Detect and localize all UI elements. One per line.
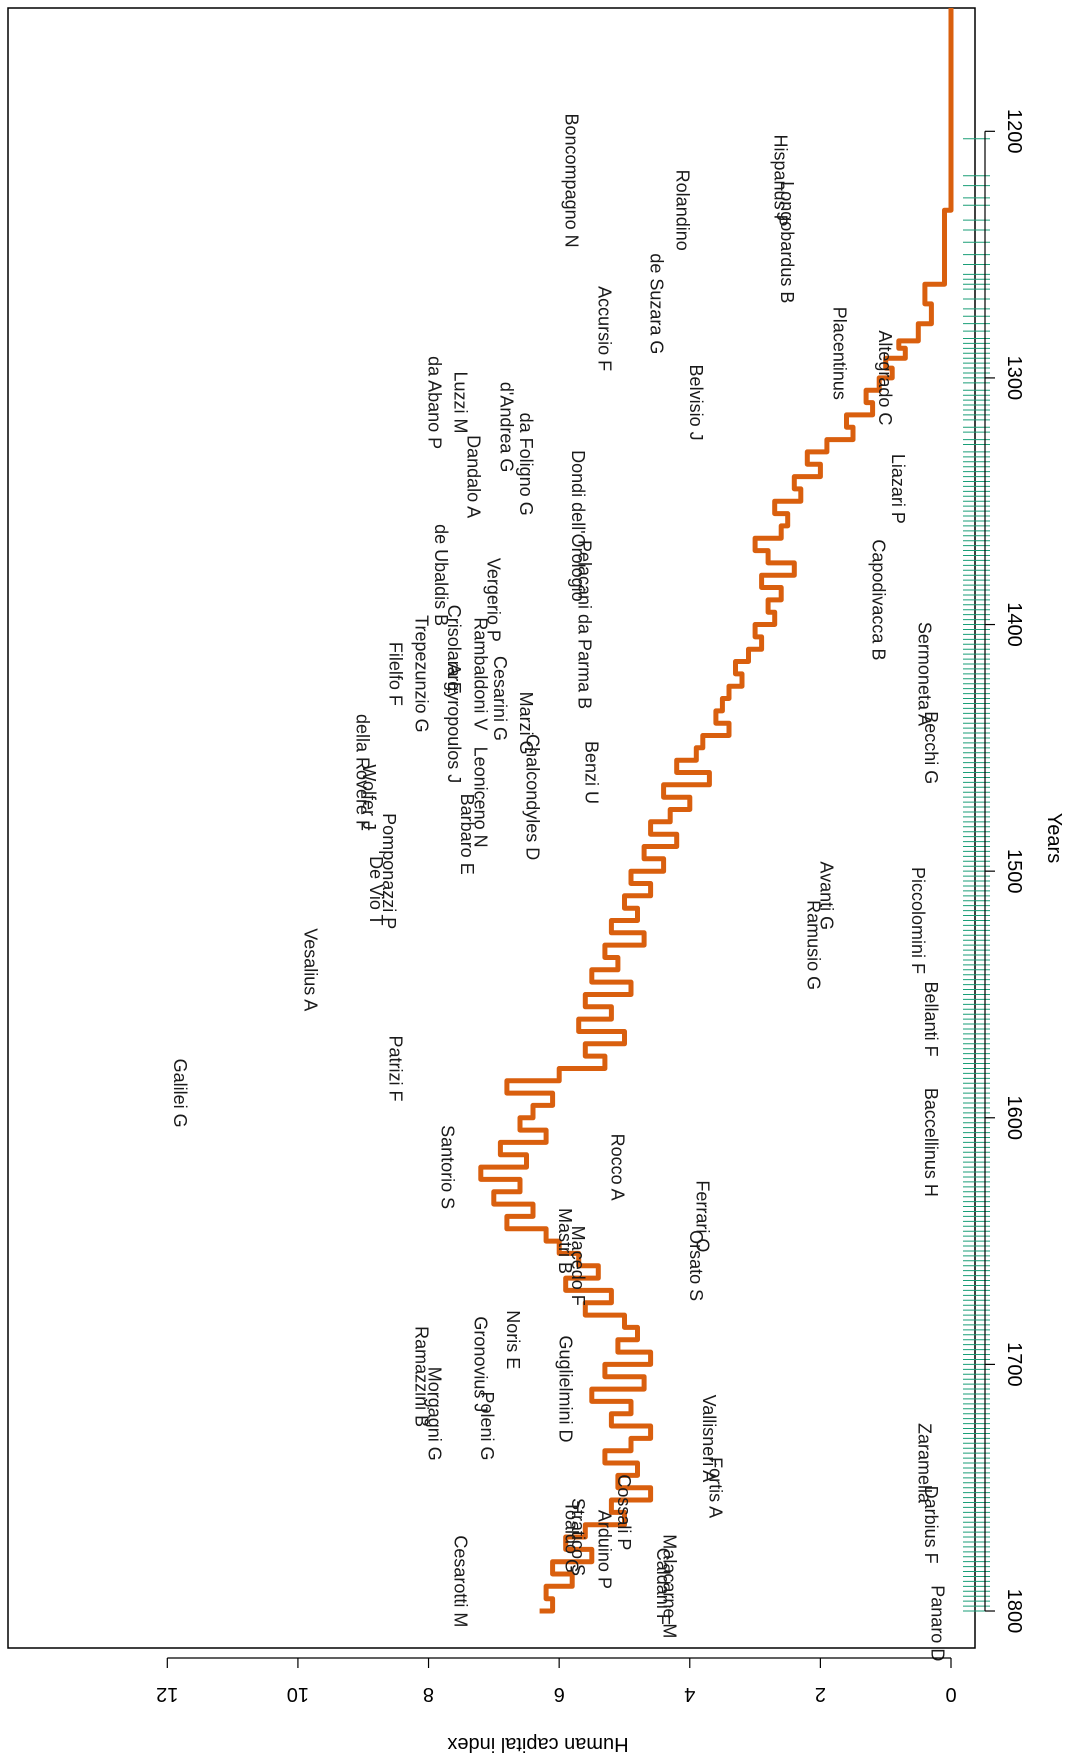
- scholar-label: Marzi G: [516, 692, 536, 755]
- scholar-label: Chalcondyles D: [523, 734, 543, 860]
- scholar-label: Zaramella: [914, 1423, 934, 1504]
- scholar-label: Arduino P: [594, 1510, 614, 1589]
- x-axis-title: Years: [1043, 813, 1065, 863]
- scholar-label: da Foligno G: [516, 413, 536, 516]
- scholar-label: da Abano P: [425, 356, 445, 449]
- scholar-label: Fortis A: [705, 1457, 725, 1518]
- scholar-label: Liazari P: [888, 454, 908, 524]
- scholar-label: Caldani F: [653, 1548, 673, 1625]
- scholar-label: Ferrari O: [692, 1180, 712, 1252]
- scholar-label: Mastri B: [555, 1208, 575, 1274]
- scholar-label: Stratico S: [568, 1498, 588, 1576]
- scholar-label: d'Andrea G: [496, 382, 516, 473]
- plot-border: [7, 7, 976, 1649]
- x-tick-label: 1600: [1003, 1096, 1025, 1141]
- scholar-label: Malacarne M: [660, 1534, 680, 1638]
- scholar-label: Rolandino: [673, 170, 693, 251]
- scholar-label: Luzzi M: [451, 372, 471, 434]
- y-tick-label: 6: [554, 1683, 565, 1705]
- plot-area: [7, 7, 976, 1649]
- scholar-label: Toaldo G: [562, 1501, 582, 1573]
- scholar-label: Panaro D: [927, 1585, 947, 1661]
- scholar-label: Morgagni G: [424, 1367, 444, 1461]
- axes: 1200 1300 1400 1500 1600 1700 1800 0 2 4 6 8 10 12: [156, 109, 1025, 1705]
- scholar-label: Vallisneri A: [699, 1395, 719, 1483]
- scholar-label: Wolfer J: [359, 764, 379, 830]
- scholar-label: Belvisio J: [686, 365, 706, 441]
- scholar-label: Pomponazzi P: [379, 813, 399, 929]
- name-annotations: Galilei G Vesalius A Patrizi F Santorio S Ra…: [170, 114, 948, 1662]
- x-tick-label: 1200: [1003, 109, 1025, 154]
- y-tick-label: 0: [945, 1683, 956, 1705]
- y-tick-label: 4: [684, 1683, 695, 1705]
- scholar-label: Ramusio G: [803, 900, 823, 990]
- scholar-label: Bellanti F: [921, 982, 941, 1057]
- scholar-label: Filelfo F: [385, 642, 405, 706]
- scholar-label: Accursio F: [594, 286, 614, 371]
- scholar-label: Baccellinus H: [921, 1088, 941, 1197]
- human-capital-line: [478, 8, 954, 1614]
- scholar-label: Barbaro E: [457, 794, 477, 875]
- y-tick-label: 12: [156, 1683, 178, 1705]
- scholar-label: Benzi U: [581, 741, 601, 804]
- x-tick-label: 1400: [1003, 602, 1025, 647]
- scholar-label: Avanti G: [816, 861, 836, 930]
- scholar-label: Darbius F: [921, 1486, 941, 1564]
- y-axis-title: Human capital index: [447, 1733, 628, 1755]
- scholar-label: Hispanus P: [771, 135, 791, 227]
- scholar-label: Galilei G: [170, 1059, 190, 1128]
- scholar-label: Orsato S: [686, 1230, 706, 1301]
- scholar-label: Guglielmini D: [555, 1336, 575, 1443]
- scholar-label: Ramazzini B: [411, 1326, 431, 1427]
- scholar-label: Santorio S: [438, 1125, 458, 1209]
- data-line-group: [478, 8, 954, 1614]
- scholar-label: Vergerio P: [483, 558, 503, 642]
- x-tick-label: 1800: [1003, 1589, 1025, 1634]
- scholar-label: Longobardus B: [777, 181, 797, 303]
- scholar-label: Patrizi F: [385, 1035, 405, 1101]
- scholar-label: Poleni G: [477, 1391, 497, 1460]
- scholar-label: Dondi dell'Orologio: [568, 450, 588, 602]
- scholar-label: Rambaldoni V: [470, 617, 490, 730]
- scholar-label: Rocco A: [607, 1134, 627, 1201]
- scholar-label: de Ubaldis B: [431, 524, 451, 626]
- scholar-label: Argyropoulos J: [444, 663, 464, 783]
- scholar-label: Altegrado C: [875, 330, 895, 425]
- scholar-label: Dandalo A: [464, 435, 484, 518]
- scholar-label: Noris E: [503, 1310, 523, 1369]
- scholar-label: de Suzara G: [647, 253, 667, 354]
- scholar-label: De Vio T: [366, 856, 386, 925]
- scholar-label: Placentinus: [829, 307, 849, 400]
- scholar-label: Vesalius A: [300, 928, 320, 1011]
- scholar-label: Capodivacca B: [869, 539, 889, 660]
- scholar-label: Trepezunzio G: [412, 615, 432, 732]
- scholar-label: Crisolara E: [444, 605, 464, 694]
- x-tick-label: 1300: [1003, 356, 1025, 401]
- scholar-label: Cossali P: [614, 1474, 634, 1550]
- y-tick-label: 2: [815, 1683, 826, 1705]
- scholar-label: Boncompagno N: [562, 114, 582, 248]
- y-tick-label: 8: [423, 1683, 434, 1705]
- x-tick-label: 1500: [1003, 849, 1025, 894]
- scholar-label: Becchi G: [921, 711, 941, 784]
- scholar-label: Gronovius J: [470, 1316, 490, 1412]
- scholar-label: Pelacani da Parma B: [575, 540, 595, 709]
- y-tick-label: 10: [287, 1683, 309, 1705]
- scholar-label: Cesarini G: [490, 656, 510, 741]
- scholar-label: Piccolomini F: [908, 867, 928, 974]
- x-tick-label: 1700: [1003, 1342, 1025, 1387]
- scholar-label: Leoniceno N: [470, 747, 490, 848]
- scholar-label: Macedo F: [568, 1226, 588, 1306]
- scholar-label: Cesarotti M: [451, 1535, 471, 1627]
- scholar-label: della Rovere F: [353, 714, 373, 831]
- scholar-label: Sermoneta A: [914, 622, 934, 726]
